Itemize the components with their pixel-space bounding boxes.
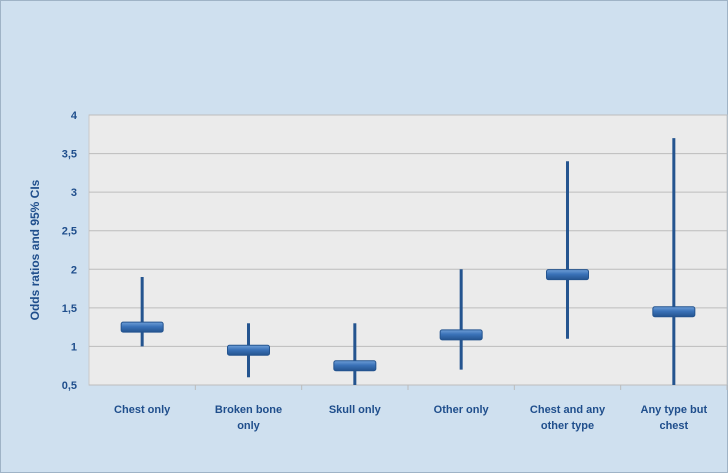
odds-ratio-marker	[439, 329, 483, 341]
grid-lines	[89, 114, 727, 386]
x-category-label: Any type but	[641, 404, 708, 416]
x-category-label: chest	[659, 420, 688, 432]
x-category-label: Skull only	[329, 404, 382, 416]
data-marks	[120, 138, 696, 385]
y-axis-label: Odds ratios and 95% CIs	[28, 179, 42, 320]
y-tick-label: 3	[71, 187, 77, 199]
y-axis-ticks: 0,5 1 1,5 2 2,5 3 3,5 4	[62, 110, 78, 392]
plot-area	[88, 114, 728, 386]
x-category-label: Other only	[434, 404, 490, 416]
odds-ratio-marker	[333, 360, 377, 372]
x-category-label: Chest only	[114, 404, 171, 416]
y-tick-label: 3,5	[62, 149, 77, 161]
x-category-label: Broken bone	[215, 404, 282, 416]
x-category-label: only	[237, 420, 260, 432]
odds-ratio-marker	[120, 321, 164, 333]
odds-ratio-marker	[227, 344, 270, 356]
odds-ratio-marker	[546, 269, 589, 281]
odds-ratio-marker	[652, 306, 696, 318]
y-tick-label: 1,5	[62, 303, 77, 315]
y-tick-label: 4	[71, 110, 78, 122]
x-axis-categories: Chest only Broken bone only Skull only Other…	[114, 385, 728, 432]
y-tick-label: 1	[71, 341, 77, 353]
y-tick-label: 2	[71, 264, 77, 276]
x-category-label: other type	[541, 420, 594, 432]
x-category-label: Chest and any	[530, 404, 606, 416]
y-tick-label: 0,5	[62, 380, 77, 392]
y-tick-label: 2,5	[62, 226, 77, 238]
